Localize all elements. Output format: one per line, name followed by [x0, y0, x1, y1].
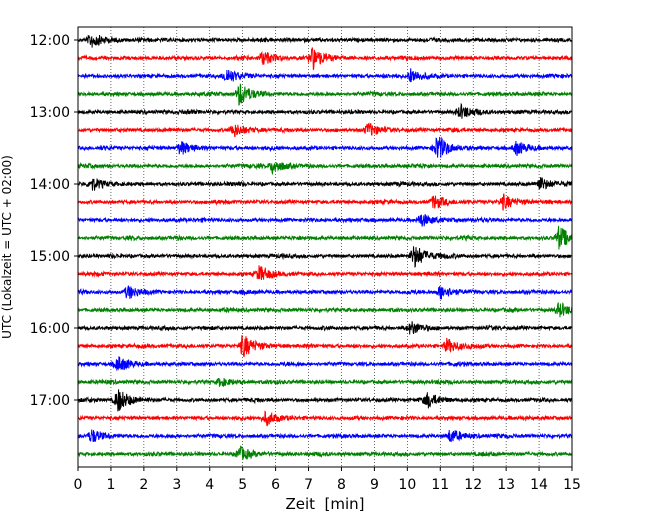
- seismogram-trace-1300: [77, 102, 573, 119]
- seismogram-trace-1515: [77, 265, 573, 280]
- seismogram-traces: [77, 34, 573, 460]
- y-tick-label: 17:00: [30, 393, 70, 409]
- y-axis-label: UTC (Lokalzeit = UTC + 02:00): [0, 155, 14, 339]
- x-tick-label: 10: [398, 477, 416, 493]
- seismogram-trace-1215: [77, 47, 573, 71]
- x-tick-label: 14: [530, 477, 548, 493]
- seismogram-trace-1600: [77, 321, 573, 335]
- x-tick-label: 5: [238, 477, 247, 493]
- seismogram-trace-1230: [77, 68, 573, 83]
- seismogram-trace-1400: [77, 177, 573, 191]
- grid-lines: [110, 27, 540, 467]
- x-tick-label: 1: [106, 477, 115, 493]
- x-tick-label: 11: [431, 477, 449, 493]
- x-tick-label: 13: [497, 477, 515, 493]
- seismogram-trace-1545: [77, 301, 573, 318]
- x-tick-label: 8: [337, 477, 346, 493]
- y-tick-label: 16:00: [30, 321, 70, 337]
- y-tick-label: 14:00: [30, 177, 70, 193]
- plot-frame: [77, 26, 573, 468]
- y-axis: 12:00 13:00 14:00 15:00 16:00 17:00: [30, 33, 78, 409]
- x-tick-label: 15: [563, 477, 581, 493]
- x-tick-label: 7: [304, 477, 313, 493]
- x-tick-label: 0: [74, 477, 83, 493]
- x-tick-label: 9: [370, 477, 379, 493]
- seismogram-trace-1415: [77, 193, 573, 211]
- x-tick-label: 6: [271, 477, 280, 493]
- x-axis-label: Zeit [min]: [285, 495, 364, 513]
- y-tick-label: 12:00: [30, 33, 70, 49]
- y-tick-label: 15:00: [30, 249, 70, 265]
- x-tick-label: 2: [139, 477, 148, 493]
- seismogram-trace-1730: [77, 429, 573, 443]
- seismogram-trace-1700: [77, 389, 573, 412]
- seismogram-trace-1715: [77, 410, 573, 427]
- x-tick-label: 3: [172, 477, 181, 493]
- seismogram-trace-1645: [77, 377, 573, 388]
- seismogram-trace-1200: [77, 34, 573, 48]
- seismogram-trace-1445: [77, 225, 573, 250]
- seismogram-trace-1500: [77, 246, 573, 268]
- seismogram-trace-1330: [77, 136, 573, 158]
- seismogram-trace-1615: [77, 335, 573, 357]
- x-tick-label: 12: [464, 477, 482, 493]
- x-tick-label: 4: [205, 477, 214, 493]
- x-axis: 0 1 2 3 4 5 6 7 8 9 10 11 12 13 14 15: [74, 467, 581, 493]
- seismogram-trace-1245: [77, 83, 573, 106]
- seismogram-trace-1315: [77, 122, 573, 138]
- seismogram-trace-1745: [77, 445, 573, 460]
- seismogram-trace-1530: [77, 285, 573, 300]
- y-tick-label: 13:00: [30, 105, 70, 121]
- seismogram-trace-1345: [77, 161, 573, 176]
- seismogram-trace-1430: [77, 214, 573, 227]
- seismogram-trace-1630: [77, 356, 573, 371]
